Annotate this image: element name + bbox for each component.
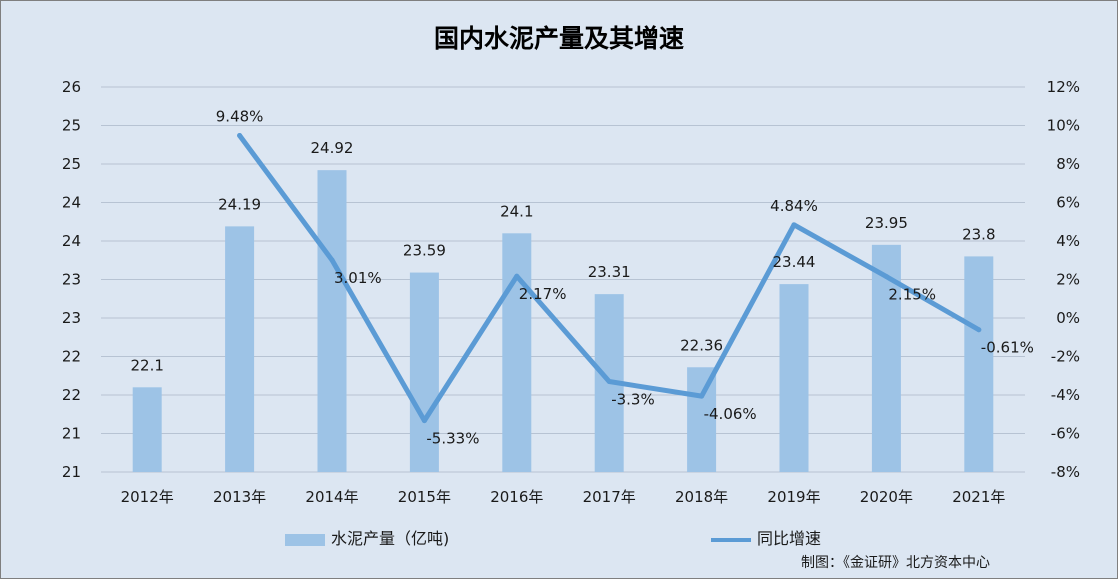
y-left-tick-label: 23 bbox=[62, 309, 81, 327]
y-right-tick-label: -8% bbox=[1051, 463, 1080, 481]
x-tick-label: 2014年 bbox=[305, 488, 358, 506]
data-labels: 22.1 24.19 24.92 23.59 24.1 23.31 22.36 23.44 23… bbox=[130, 108, 1033, 448]
line-series bbox=[237, 133, 982, 424]
growth-point bbox=[237, 133, 243, 139]
y-left-tick-label: 25 bbox=[62, 117, 81, 135]
growth-point bbox=[514, 273, 520, 279]
bar-value-label: 24.19 bbox=[218, 195, 261, 213]
growth-point bbox=[421, 418, 427, 424]
bar bbox=[409, 272, 439, 472]
bar-value-label: 22.1 bbox=[130, 356, 163, 374]
bar-value-label: 22.36 bbox=[680, 336, 723, 354]
bar-value-label: 24.92 bbox=[311, 139, 354, 157]
x-tick-label: 2018年 bbox=[675, 488, 728, 506]
bar-value-label: 23.8 bbox=[962, 225, 995, 243]
x-tick-label: 2016年 bbox=[490, 488, 543, 506]
bar-value-label: 24.1 bbox=[500, 202, 533, 220]
x-tick-label: 2017年 bbox=[583, 488, 636, 506]
y-right-tick-label: 2% bbox=[1056, 271, 1080, 289]
y-left-tick-label: 21 bbox=[62, 463, 81, 481]
bar bbox=[687, 367, 717, 472]
y-left-tick-label: 23 bbox=[62, 271, 81, 289]
source-note: 制图：《金证研》北方资本中心 bbox=[801, 555, 990, 571]
growth-point bbox=[976, 327, 982, 333]
x-tick-label: 2020年 bbox=[860, 488, 913, 506]
growth-point bbox=[791, 222, 797, 228]
growth-value-label: -5.33% bbox=[426, 430, 479, 448]
x-tick-label: 2012年 bbox=[121, 488, 174, 506]
growth-value-label: -4.06% bbox=[704, 405, 757, 423]
bar bbox=[225, 226, 255, 472]
bar-value-label: 23.59 bbox=[403, 242, 446, 260]
bar bbox=[964, 256, 994, 472]
y-right-tick-label: 4% bbox=[1056, 232, 1080, 250]
bar bbox=[779, 284, 809, 472]
y-right-tick-label: 8% bbox=[1056, 155, 1080, 173]
x-tick-label: 2015年 bbox=[398, 488, 451, 506]
bar-value-label: 23.44 bbox=[773, 253, 816, 271]
growth-point bbox=[606, 379, 612, 385]
growth-value-label: 3.01% bbox=[334, 269, 382, 287]
y-left-tick-label: 26 bbox=[62, 78, 81, 96]
y-left-tick-label: 22 bbox=[62, 348, 81, 366]
bar bbox=[317, 170, 347, 472]
y-left-tick-label: 25 bbox=[62, 155, 81, 173]
growth-value-label: 4.84% bbox=[770, 197, 818, 215]
growth-value-label: 2.15% bbox=[888, 286, 936, 304]
y-right-tick-label: -2% bbox=[1051, 348, 1080, 366]
x-tick-label: 2019年 bbox=[767, 488, 820, 506]
x-tick-label: 2013年 bbox=[213, 488, 266, 506]
chart-title: 国内水泥产量及其增速 bbox=[433, 24, 684, 53]
growth-value-label: -3.3% bbox=[611, 391, 655, 409]
y-left-tick-label: 21 bbox=[62, 425, 81, 443]
y-right-tick-label: -4% bbox=[1051, 386, 1080, 404]
bar bbox=[502, 233, 532, 472]
y-right-tick-label: 6% bbox=[1056, 194, 1080, 212]
y-right-tick-label: -6% bbox=[1051, 425, 1080, 443]
y-left-tick-label: 24 bbox=[62, 194, 81, 212]
y-left-tick-label: 24 bbox=[62, 232, 81, 250]
growth-value-label: -0.61% bbox=[981, 339, 1034, 357]
y-right-tick-label: 0% bbox=[1056, 309, 1080, 327]
growth-point bbox=[699, 393, 705, 399]
bar-value-label: 23.31 bbox=[588, 263, 631, 281]
axis-tick-labels: 21 21 22 22 23 23 24 24 25 25 26 -8% -6% -4% -2% 0% 2% 4%… bbox=[62, 78, 1080, 506]
y-right-tick-label: 10% bbox=[1047, 117, 1080, 135]
gridlines bbox=[101, 86, 1025, 473]
growth-value-label: 2.17% bbox=[519, 285, 567, 303]
bar bbox=[132, 387, 162, 472]
growth-point bbox=[883, 274, 889, 280]
growth-point bbox=[329, 257, 335, 263]
y-left-tick-label: 22 bbox=[62, 386, 81, 404]
growth-value-label: 9.48% bbox=[216, 108, 264, 126]
x-tick-label: 2021年 bbox=[952, 488, 1005, 506]
bar-value-label: 23.95 bbox=[865, 214, 908, 232]
y-right-tick-label: 12% bbox=[1047, 78, 1080, 96]
